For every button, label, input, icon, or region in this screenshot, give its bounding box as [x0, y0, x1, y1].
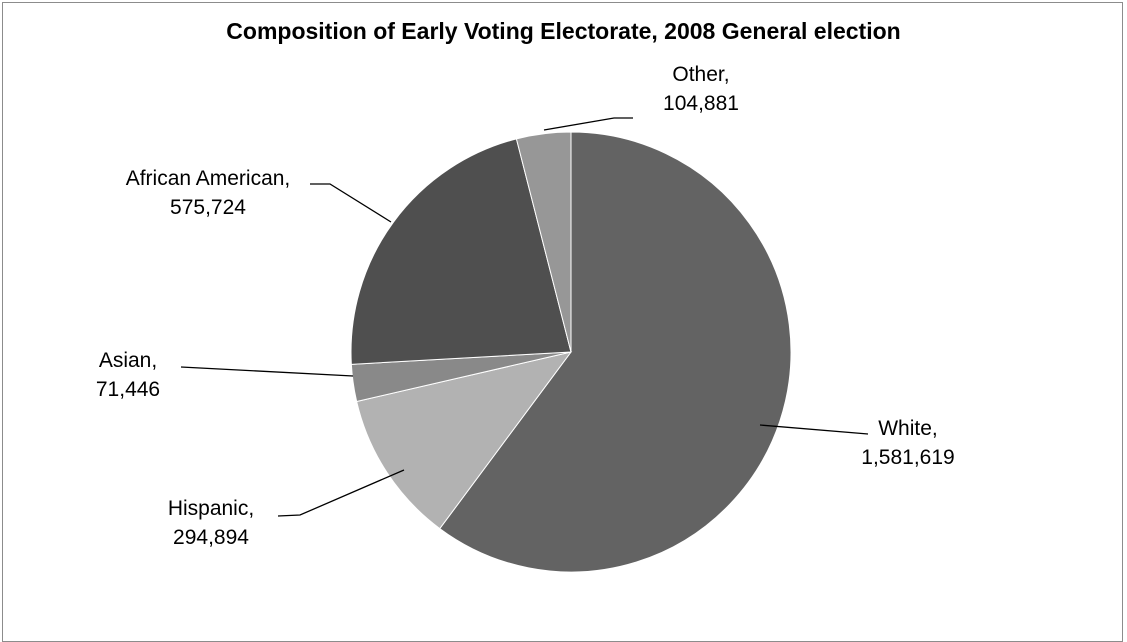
slice-label-name: Hispanic, — [168, 497, 254, 520]
slice-label-asian: Asian, 71,446 — [96, 349, 160, 401]
pie-slice-african-american — [350, 138, 572, 365]
slice-label-name: Asian, — [99, 349, 157, 372]
pie-slice-white — [439, 131, 792, 573]
slice-label-hispanic: Hispanic, 294,894 — [168, 497, 254, 549]
leader-line-asian — [180, 366, 354, 377]
chart-title: Composition of Early Voting Electorate, … — [226, 18, 901, 44]
leader-line-white — [759, 424, 869, 435]
slice-label-value: 104,881 — [663, 92, 739, 115]
slice-label-name: Other, — [672, 63, 729, 86]
slice-label-white: White, 1,581,619 — [861, 417, 954, 469]
leader-line-african-american — [310, 183, 392, 223]
leader-lines — [180, 117, 869, 517]
leader-line-other — [543, 117, 633, 131]
slice-label-value: 294,894 — [173, 526, 249, 549]
slice-label-other: Other, 104,881 — [663, 63, 739, 115]
slice-label-value: 71,446 — [96, 378, 160, 401]
slice-label-name: African American, — [126, 167, 291, 190]
pie-slice-hispanic — [356, 351, 573, 530]
slice-label-value: 575,724 — [170, 196, 246, 219]
pie-slices — [350, 131, 792, 573]
slice-label-name: White, — [878, 417, 938, 440]
slice-labels: White, 1,581,619 Hispanic, 294,894 Asian, 71,… — [96, 63, 955, 549]
pie-slice-other — [515, 131, 572, 353]
slice-label-value: 1,581,619 — [861, 446, 954, 469]
leader-line-hispanic — [277, 469, 405, 517]
slice-label-african-american: African American, 575,724 — [126, 167, 291, 219]
